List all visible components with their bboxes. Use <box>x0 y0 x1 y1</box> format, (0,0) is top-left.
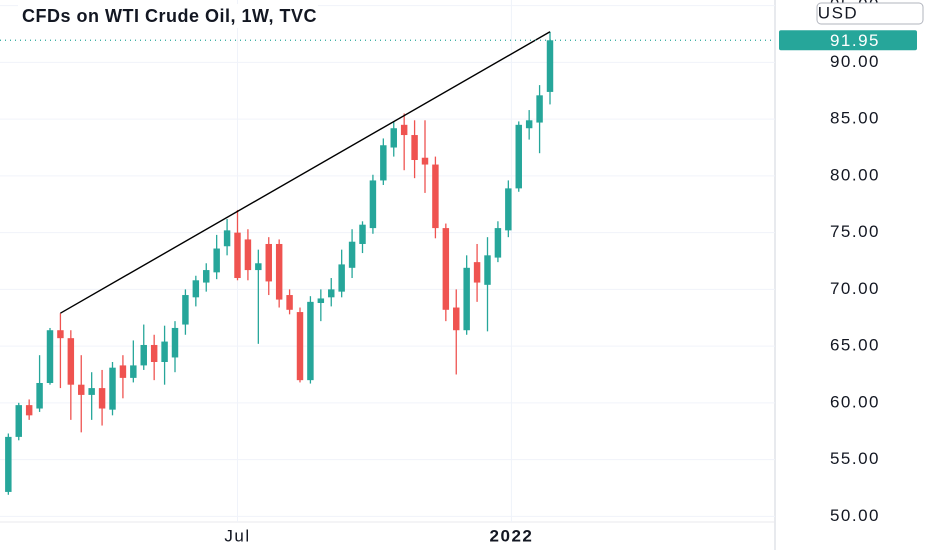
candle-body <box>484 255 491 285</box>
y-tick-label: 50.00 <box>830 506 880 525</box>
last-price-badge <box>779 30 917 51</box>
trendline <box>60 31 551 314</box>
candle-body <box>88 388 95 395</box>
candle-body <box>213 248 220 273</box>
currency-label[interactable]: USD <box>818 3 858 22</box>
candle-body <box>244 239 252 271</box>
title-bg <box>18 4 318 28</box>
y-tick-label: 70.00 <box>830 279 880 298</box>
y-tick-label: 60.00 <box>830 392 880 411</box>
candle-body <box>119 365 127 378</box>
grid <box>0 0 775 522</box>
candle-body <box>536 95 543 123</box>
currency-button[interactable] <box>816 2 924 25</box>
candle-body <box>15 405 22 437</box>
candle-body <box>265 243 272 282</box>
candle-body <box>463 267 470 331</box>
candle-body <box>171 327 179 358</box>
candle-body <box>411 135 418 161</box>
candle-body <box>182 295 189 325</box>
candle-body <box>109 367 116 410</box>
overlay <box>0 31 775 314</box>
candle-body <box>140 344 147 366</box>
candle-body <box>307 301 314 381</box>
candle-body <box>25 405 33 416</box>
candle-body <box>296 312 304 381</box>
candle-body <box>442 228 450 310</box>
candle-body <box>130 365 137 378</box>
candle-body <box>515 124 522 189</box>
candle-body <box>359 224 366 244</box>
candle-body <box>328 289 335 298</box>
candle-body <box>338 264 345 292</box>
candle-body <box>546 40 554 92</box>
candle-body <box>150 344 158 362</box>
candle-body <box>505 188 512 231</box>
candle-body <box>453 307 460 331</box>
candle-body <box>98 388 106 409</box>
candle-body <box>380 145 387 181</box>
candle-body <box>192 280 200 298</box>
candle-body <box>348 241 356 268</box>
candle-body <box>161 341 168 362</box>
last-price-label: 91.95 <box>830 31 880 50</box>
candle-body <box>400 124 408 136</box>
candle-body <box>57 330 64 339</box>
candle-body <box>369 180 377 229</box>
candle-body <box>286 295 293 310</box>
candle-body <box>317 298 325 303</box>
y-tick-label: 85.00 <box>830 109 880 128</box>
y-tick-label: 75.00 <box>830 222 880 241</box>
candle-body <box>203 270 210 283</box>
candle-body <box>78 384 85 395</box>
candle-body <box>494 228 502 258</box>
candle-body <box>36 382 43 409</box>
candle-body <box>5 436 12 492</box>
candle-body <box>473 262 481 283</box>
candle-body <box>255 263 262 271</box>
candle-body <box>234 232 241 279</box>
candle-body <box>46 330 54 383</box>
candles <box>5 31 554 495</box>
y-tick-label: 55.00 <box>830 449 880 468</box>
y-tick-label: 65.00 <box>830 336 880 355</box>
candle-body <box>421 157 429 165</box>
y-tick-label: 90.00 <box>830 52 880 71</box>
x-tick-label: 2022 <box>490 526 534 545</box>
x-tick-label: Jul <box>224 526 250 545</box>
y-tick-label: 80.00 <box>830 165 880 184</box>
chart-title: CFDs on WTI Crude Oil, 1W, TVC <box>22 6 317 26</box>
candle-body <box>67 338 75 385</box>
candle-body <box>275 243 283 300</box>
candle-body <box>432 164 439 229</box>
candle-body <box>525 120 533 129</box>
candle-body <box>390 128 397 148</box>
candle-body <box>223 230 231 247</box>
